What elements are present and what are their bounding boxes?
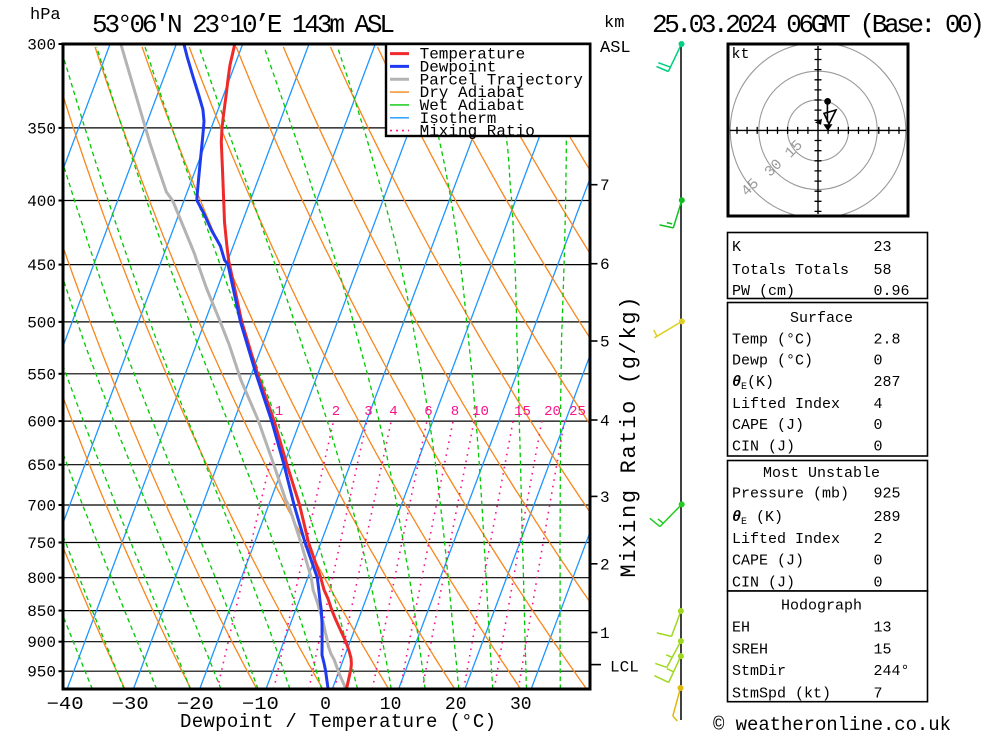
svg-text:289: 289 bbox=[874, 509, 901, 526]
svg-text:2: 2 bbox=[600, 556, 610, 574]
svg-text:Temperature: Temperature bbox=[420, 46, 526, 64]
svg-text:20: 20 bbox=[445, 695, 467, 715]
svg-text:7: 7 bbox=[600, 177, 610, 195]
svg-text:550: 550 bbox=[27, 366, 56, 384]
svg-text:5: 5 bbox=[600, 334, 610, 352]
svg-text:15: 15 bbox=[514, 404, 531, 420]
svg-text:K: K bbox=[732, 239, 741, 256]
svg-text:2.8: 2.8 bbox=[874, 331, 901, 348]
svg-text:0.96: 0.96 bbox=[874, 283, 910, 300]
svg-text:25: 25 bbox=[569, 404, 586, 420]
svg-text:StmDir: StmDir bbox=[732, 663, 786, 680]
svg-text:6: 6 bbox=[600, 256, 610, 274]
svg-text:CAPE (J): CAPE (J) bbox=[732, 417, 804, 434]
svg-text:23: 23 bbox=[874, 239, 892, 256]
svg-text:450: 450 bbox=[27, 257, 56, 275]
svg-text:3: 3 bbox=[600, 489, 610, 507]
svg-text:10: 10 bbox=[472, 404, 489, 420]
svg-text:CIN (J): CIN (J) bbox=[732, 575, 795, 592]
svg-text:EH: EH bbox=[732, 620, 750, 637]
svg-text:−30: −30 bbox=[112, 695, 149, 715]
svg-text:1: 1 bbox=[600, 625, 610, 643]
svg-text:400: 400 bbox=[27, 193, 56, 211]
svg-text:Totals Totals: Totals Totals bbox=[732, 262, 849, 279]
svg-text:8: 8 bbox=[451, 404, 459, 420]
svg-text:2: 2 bbox=[332, 404, 340, 420]
svg-text:10: 10 bbox=[380, 695, 402, 715]
svg-text:−10: −10 bbox=[242, 695, 279, 715]
svg-text:Temp (°C): Temp (°C) bbox=[732, 331, 813, 348]
svg-text:925: 925 bbox=[874, 486, 901, 503]
svg-text:287: 287 bbox=[874, 374, 901, 391]
svg-text:700: 700 bbox=[27, 498, 56, 516]
svg-text:Dewpoint / Temperature (°C): Dewpoint / Temperature (°C) bbox=[180, 711, 496, 733]
svg-text:300: 300 bbox=[27, 37, 56, 55]
svg-text:km: km bbox=[604, 14, 624, 33]
svg-text:−40: −40 bbox=[47, 695, 84, 715]
svg-text:950: 950 bbox=[27, 664, 56, 682]
svg-text:0: 0 bbox=[874, 575, 883, 592]
svg-text:7: 7 bbox=[874, 685, 883, 702]
svg-text:Pressure (mb): Pressure (mb) bbox=[732, 486, 849, 503]
svg-text:θE(K): θE(K) bbox=[732, 374, 774, 393]
svg-text:Most Unstable: Most Unstable bbox=[763, 465, 880, 482]
svg-text:Hodograph: Hodograph bbox=[781, 598, 862, 615]
svg-text:hPa: hPa bbox=[30, 6, 61, 25]
svg-text:15: 15 bbox=[874, 642, 892, 659]
svg-text:StmSpd (kt): StmSpd (kt) bbox=[732, 685, 831, 702]
svg-text:2: 2 bbox=[874, 531, 883, 548]
svg-text:4: 4 bbox=[389, 404, 397, 420]
svg-text:CIN (J): CIN (J) bbox=[732, 439, 795, 456]
svg-text:25.03.2024 06GMT (Base: 00): 25.03.2024 06GMT (Base: 00) bbox=[652, 10, 985, 40]
svg-text:13: 13 bbox=[874, 620, 892, 637]
svg-text:Isotherm: Isotherm bbox=[420, 110, 497, 128]
svg-text:0: 0 bbox=[874, 439, 883, 456]
svg-text:Surface: Surface bbox=[790, 310, 853, 327]
svg-text:PW (cm): PW (cm) bbox=[732, 283, 795, 300]
svg-text:0: 0 bbox=[874, 417, 883, 434]
svg-text:850: 850 bbox=[27, 603, 56, 621]
svg-text:ASL: ASL bbox=[600, 39, 631, 58]
svg-text:kt: kt bbox=[732, 46, 750, 63]
svg-text:CAPE (J): CAPE (J) bbox=[732, 553, 804, 570]
svg-text:53°06'N 23°10’E 143m ASL: 53°06'N 23°10’E 143m ASL bbox=[92, 10, 395, 40]
svg-text:30: 30 bbox=[510, 695, 532, 715]
svg-text:Lifted Index: Lifted Index bbox=[732, 531, 840, 548]
svg-text:650: 650 bbox=[27, 457, 56, 475]
svg-text:750: 750 bbox=[27, 535, 56, 553]
svg-text:350: 350 bbox=[27, 120, 56, 138]
svg-text:800: 800 bbox=[27, 570, 56, 588]
svg-text:4: 4 bbox=[600, 413, 610, 431]
svg-text:1: 1 bbox=[275, 404, 283, 420]
svg-text:6: 6 bbox=[424, 404, 432, 420]
svg-text:0: 0 bbox=[874, 553, 883, 570]
svg-text:0: 0 bbox=[320, 695, 331, 715]
svg-text:Wet Adiabat: Wet Adiabat bbox=[420, 97, 526, 115]
svg-text:−20: −20 bbox=[177, 695, 214, 715]
svg-text:© weatheronline.co.uk: © weatheronline.co.uk bbox=[713, 714, 951, 733]
svg-text:244°: 244° bbox=[874, 663, 910, 680]
svg-text:900: 900 bbox=[27, 634, 56, 652]
svg-text:Parcel Trajectory: Parcel Trajectory bbox=[420, 71, 584, 89]
svg-text:LCL: LCL bbox=[610, 659, 639, 677]
svg-text:20: 20 bbox=[544, 404, 561, 420]
svg-text:Mixing Ratio: Mixing Ratio bbox=[420, 123, 535, 141]
svg-text:Mixing Ratio (g/kg): Mixing Ratio (g/kg) bbox=[617, 297, 642, 578]
svg-text:Dewpoint: Dewpoint bbox=[420, 58, 497, 76]
svg-text:600: 600 bbox=[27, 414, 56, 432]
svg-text:3: 3 bbox=[364, 404, 372, 420]
svg-text:Lifted Index: Lifted Index bbox=[732, 396, 840, 413]
svg-text:SREH: SREH bbox=[732, 642, 768, 659]
svg-text:500: 500 bbox=[27, 314, 56, 332]
svg-text:0: 0 bbox=[874, 353, 883, 370]
svg-text:Dewp (°C): Dewp (°C) bbox=[732, 353, 813, 370]
svg-text:4: 4 bbox=[874, 396, 883, 413]
svg-text:θE (K): θE (K) bbox=[732, 509, 783, 528]
svg-text:Dry Adiabat: Dry Adiabat bbox=[420, 84, 526, 102]
svg-text:58: 58 bbox=[874, 262, 892, 279]
